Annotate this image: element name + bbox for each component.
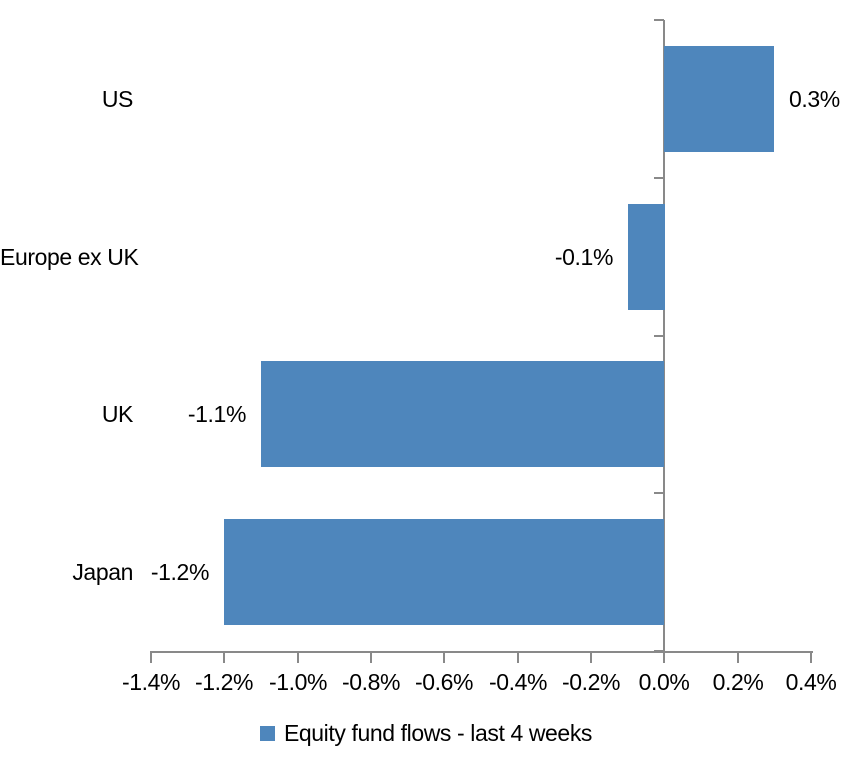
x-axis-tick <box>590 651 592 663</box>
bar-us <box>664 46 774 152</box>
bar-uk <box>261 361 664 467</box>
legend-marker-icon <box>259 725 275 741</box>
category-axis-tick <box>654 19 664 21</box>
x-axis-line <box>151 651 813 653</box>
x-axis-tick <box>150 651 152 663</box>
x-axis-tick-label: -1.2% <box>194 669 254 695</box>
data-label: -0.1% <box>554 244 613 270</box>
x-axis-tick-label: 0.2% <box>712 669 764 695</box>
x-axis-tick <box>297 651 299 663</box>
x-axis-tick <box>810 651 812 663</box>
legend-label: Equity fund flows - last 4 weeks <box>283 719 593 746</box>
x-axis-tick <box>370 651 372 663</box>
x-axis-tick-label: 0.0% <box>638 669 690 695</box>
category-label: US <box>101 86 134 112</box>
x-axis-tick-label: -0.6% <box>414 669 474 695</box>
category-label: Europe ex UK <box>0 244 139 270</box>
x-axis-tick-label: -1.0% <box>268 669 328 695</box>
x-axis-tick-label: -0.8% <box>341 669 401 695</box>
x-axis-tick <box>737 651 739 663</box>
category-axis-zero-line <box>663 20 665 662</box>
data-label: -1.2% <box>150 559 209 585</box>
x-axis-tick <box>663 651 665 663</box>
category-axis-tick <box>654 492 664 494</box>
data-label: -1.1% <box>187 401 246 427</box>
data-label: 0.3% <box>789 86 840 112</box>
x-axis-tick-label: 0.4% <box>785 669 837 695</box>
category-axis-tick <box>654 650 664 652</box>
bar-europe-ex-uk <box>628 204 665 310</box>
x-axis-tick-label: -1.4% <box>121 669 181 695</box>
x-axis-tick-label: -0.4% <box>488 669 548 695</box>
category-label: Japan <box>72 559 133 585</box>
x-axis-tick <box>223 651 225 663</box>
bar-japan <box>224 519 664 625</box>
legend: Equity fund flows - last 4 weeks <box>0 718 852 748</box>
category-axis-tick <box>654 335 664 337</box>
x-axis-tick <box>517 651 519 663</box>
x-axis-tick <box>443 651 445 663</box>
category-axis-tick <box>654 177 664 179</box>
category-label: UK <box>101 401 134 427</box>
x-axis-tick-label: -0.2% <box>561 669 621 695</box>
